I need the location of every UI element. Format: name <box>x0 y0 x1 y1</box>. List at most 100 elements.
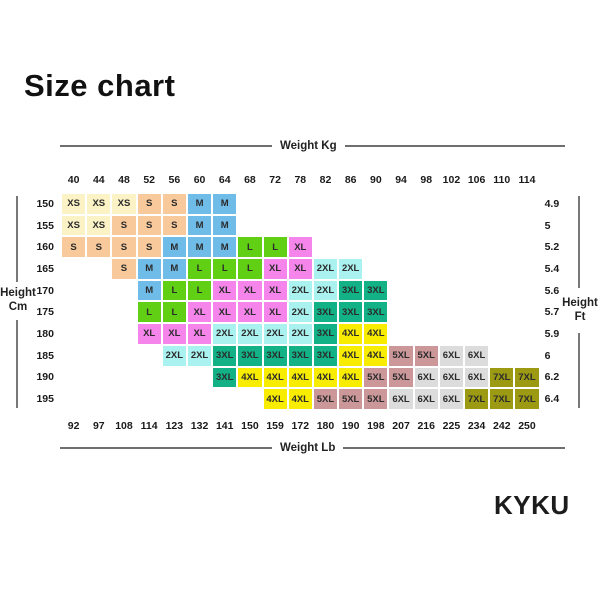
size-cell: 4XL <box>287 388 313 410</box>
size-cell: M <box>136 279 162 302</box>
empty-cell <box>439 193 464 215</box>
height-cm-tick: 195 <box>36 393 54 406</box>
size-cell: L <box>237 258 263 280</box>
grid-corner <box>540 410 596 443</box>
weight-lb-tick: 132 <box>190 420 209 433</box>
size-cell: S <box>161 214 187 237</box>
empty-cell <box>514 236 539 258</box>
size-cell: XL <box>262 279 288 302</box>
height-ft-tick: 6.4 <box>544 393 560 406</box>
size-cell: S <box>111 236 137 259</box>
empty-cell <box>288 193 313 215</box>
empty-cell <box>111 280 136 302</box>
size-cell: L <box>161 279 187 302</box>
height-cm-tick: 180 <box>36 327 54 340</box>
size-cell: 2XL <box>287 301 313 324</box>
empty-cell <box>464 215 489 237</box>
size-cell: S <box>61 236 87 259</box>
size-cell: 5XL <box>388 366 414 389</box>
empty-cell <box>111 367 136 389</box>
size-cell: XS <box>86 193 112 215</box>
empty-cell <box>237 193 262 215</box>
height-cm-tick: 150 <box>36 197 54 210</box>
empty-cell <box>162 388 187 410</box>
empty-cell <box>464 258 489 280</box>
size-cell: XL <box>262 301 288 324</box>
empty-cell <box>414 215 439 237</box>
size-cell: M <box>136 258 162 280</box>
weight-kg-tick: 98 <box>420 173 433 186</box>
weight-kg-tick: 72 <box>269 173 281 186</box>
size-cell: 7XL <box>464 388 490 410</box>
empty-cell <box>86 388 111 410</box>
size-cell: 3XL <box>312 323 339 345</box>
height-ft-tick: 5.9 <box>544 327 560 340</box>
size-cell: S <box>136 214 162 237</box>
empty-cell <box>514 193 539 215</box>
height-ft-tick: 6 <box>544 349 551 362</box>
weight-lb-tick: 97 <box>92 420 105 433</box>
size-cell: 6XL <box>464 344 490 367</box>
rule-line <box>343 447 565 449</box>
weight-lb-label: Weight Lb <box>280 442 336 454</box>
size-cell: 5XL <box>312 388 339 410</box>
size-cell: XL <box>287 258 313 280</box>
empty-cell <box>439 301 464 323</box>
size-cell: S <box>161 193 187 215</box>
size-cell: M <box>186 193 213 215</box>
empty-cell <box>414 193 439 215</box>
size-grid: 40 44 48 52 56 60 64 68 72 78 82 86 90 94 98 102 106 110 1… <box>0 166 596 443</box>
weight-kg-tick: 40 <box>67 173 80 186</box>
size-cell: S <box>136 193 162 215</box>
size-cell: M <box>161 258 187 280</box>
size-cell: M <box>186 214 213 237</box>
empty-cell <box>338 215 363 237</box>
empty-cell <box>414 323 439 345</box>
empty-cell <box>363 236 388 258</box>
height-ft-tick: 4.9 <box>544 197 560 210</box>
size-cell: 4XL <box>262 388 288 410</box>
size-cell: 7XL <box>514 366 540 389</box>
size-cell: S <box>111 214 137 237</box>
size-cell: XS <box>61 193 87 215</box>
size-cell: L <box>136 301 162 324</box>
empty-cell <box>388 193 413 215</box>
weight-lb-axis: Weight Lb <box>60 442 565 454</box>
empty-cell <box>489 193 514 215</box>
size-cell: 3XL <box>363 279 389 302</box>
size-cell: XL <box>212 279 238 302</box>
empty-cell <box>439 236 464 258</box>
weight-kg-tick: 44 <box>92 173 105 186</box>
empty-cell <box>388 323 413 345</box>
size-cell: 4XL <box>363 323 389 345</box>
size-cell: 4XL <box>287 366 313 389</box>
size-cell: XS <box>111 193 137 215</box>
size-cell: 5XL <box>338 388 364 410</box>
empty-cell <box>388 258 413 280</box>
size-cell: 3XL <box>312 301 339 324</box>
weight-kg-tick: 60 <box>193 173 206 186</box>
height-ft-tick: 5.7 <box>544 306 560 319</box>
size-cell: 6XL <box>438 366 464 389</box>
empty-cell <box>489 258 514 280</box>
size-cell: 3XL <box>237 344 263 367</box>
empty-cell <box>338 193 363 215</box>
empty-cell <box>439 323 464 345</box>
empty-cell <box>237 388 262 410</box>
empty-cell <box>137 367 162 389</box>
height-cm-rule-bottom <box>16 320 18 408</box>
empty-cell <box>439 215 464 237</box>
height-cm-tick: 165 <box>36 262 54 275</box>
height-ft-label-text: Height Ft <box>562 297 598 323</box>
empty-cell <box>187 367 212 389</box>
empty-cell <box>388 215 413 237</box>
empty-cell <box>111 345 136 367</box>
height-cm-tick: 160 <box>36 241 54 254</box>
weight-lb-tick: 150 <box>241 420 259 433</box>
size-cell: 2XL <box>237 323 263 345</box>
empty-cell <box>514 215 539 237</box>
size-cell: 3XL <box>212 344 238 367</box>
height-ft-tick: 6.2 <box>544 371 560 384</box>
size-cell: XL <box>237 279 263 302</box>
